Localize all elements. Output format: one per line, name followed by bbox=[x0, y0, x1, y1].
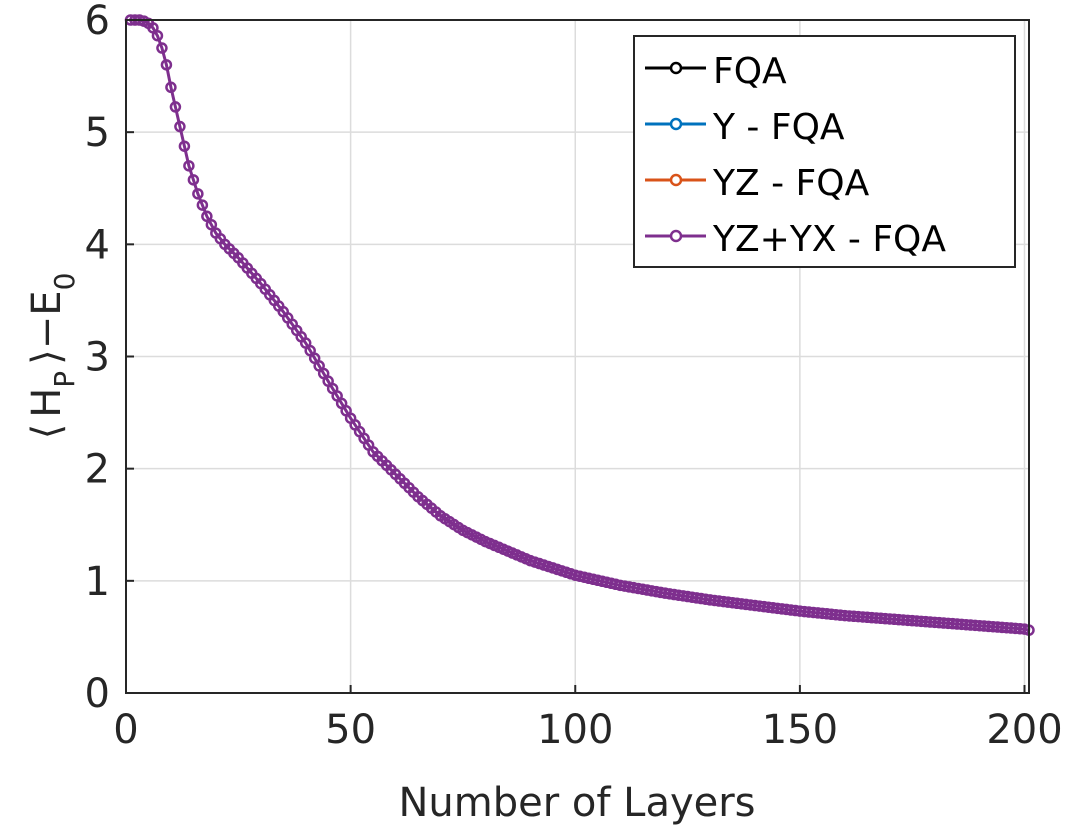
data-point bbox=[151, 29, 164, 42]
y-tick-label: 1 bbox=[85, 559, 110, 605]
legend-label: YZ+YX - FQA bbox=[712, 219, 946, 260]
y-tick-label: 5 bbox=[85, 110, 110, 156]
legend-items: FQA Y - FQA YZ - FQA YZ+YX - FQA bbox=[645, 51, 946, 260]
x-tick-label: 50 bbox=[325, 707, 376, 753]
y-tick-label: 6 bbox=[85, 0, 110, 44]
data-point bbox=[192, 188, 204, 200]
y-title-e: E bbox=[24, 290, 70, 315]
x-tick-label: 100 bbox=[537, 707, 613, 753]
data-point bbox=[205, 218, 218, 231]
y-axis-ticks: 0 1 2 3 4 5 6 bbox=[85, 0, 134, 717]
legend-box bbox=[633, 35, 1016, 268]
y-tick-label: 4 bbox=[85, 222, 110, 268]
x-tick-label: 0 bbox=[113, 707, 138, 753]
data-point bbox=[156, 42, 168, 54]
x-tick-label: 150 bbox=[762, 707, 838, 753]
legend-marker bbox=[669, 117, 683, 131]
y-tick-label: 3 bbox=[85, 335, 110, 381]
data-point bbox=[196, 199, 209, 211]
legend-label: Y - FQA bbox=[712, 107, 845, 148]
data-point bbox=[165, 81, 177, 94]
y-title-minus: − bbox=[24, 316, 70, 350]
data-point bbox=[187, 174, 200, 186]
x-axis-ticks: 0 50 100 150 200 bbox=[113, 685, 1063, 753]
legend-label: YZ - FQA bbox=[712, 163, 870, 204]
legend-marker bbox=[669, 229, 683, 243]
y-tick-label: 0 bbox=[85, 671, 110, 717]
data-point bbox=[201, 210, 213, 223]
x-tick-label: 200 bbox=[986, 707, 1062, 753]
data-point bbox=[183, 160, 195, 172]
data-point bbox=[178, 140, 191, 152]
data-point bbox=[160, 59, 173, 71]
y-title-bracket-open: ⟨ bbox=[24, 424, 70, 440]
y-axis-title: ⟨ HP ⟩−E0 bbox=[24, 273, 81, 440]
legend-label: FQA bbox=[713, 51, 787, 92]
y-title-h-sub: P bbox=[48, 371, 81, 388]
legend-marker bbox=[669, 173, 683, 187]
y-tick-label: 2 bbox=[85, 447, 110, 493]
x-axis-title: Number of Layers bbox=[398, 780, 755, 826]
y-title-e-sub: 0 bbox=[48, 273, 81, 291]
data-point bbox=[169, 101, 182, 113]
data-point bbox=[174, 120, 186, 133]
legend-marker bbox=[669, 61, 683, 75]
y-axis-title-text: ⟨ HP ⟩−E0 bbox=[24, 273, 81, 440]
series-layer bbox=[124, 14, 1035, 636]
y-title-bracket-close: ⟩ bbox=[24, 349, 70, 365]
y-title-h: H bbox=[24, 388, 70, 418]
legend: FQA Y - FQA YZ - FQA YZ+YX - FQA bbox=[633, 35, 1016, 268]
